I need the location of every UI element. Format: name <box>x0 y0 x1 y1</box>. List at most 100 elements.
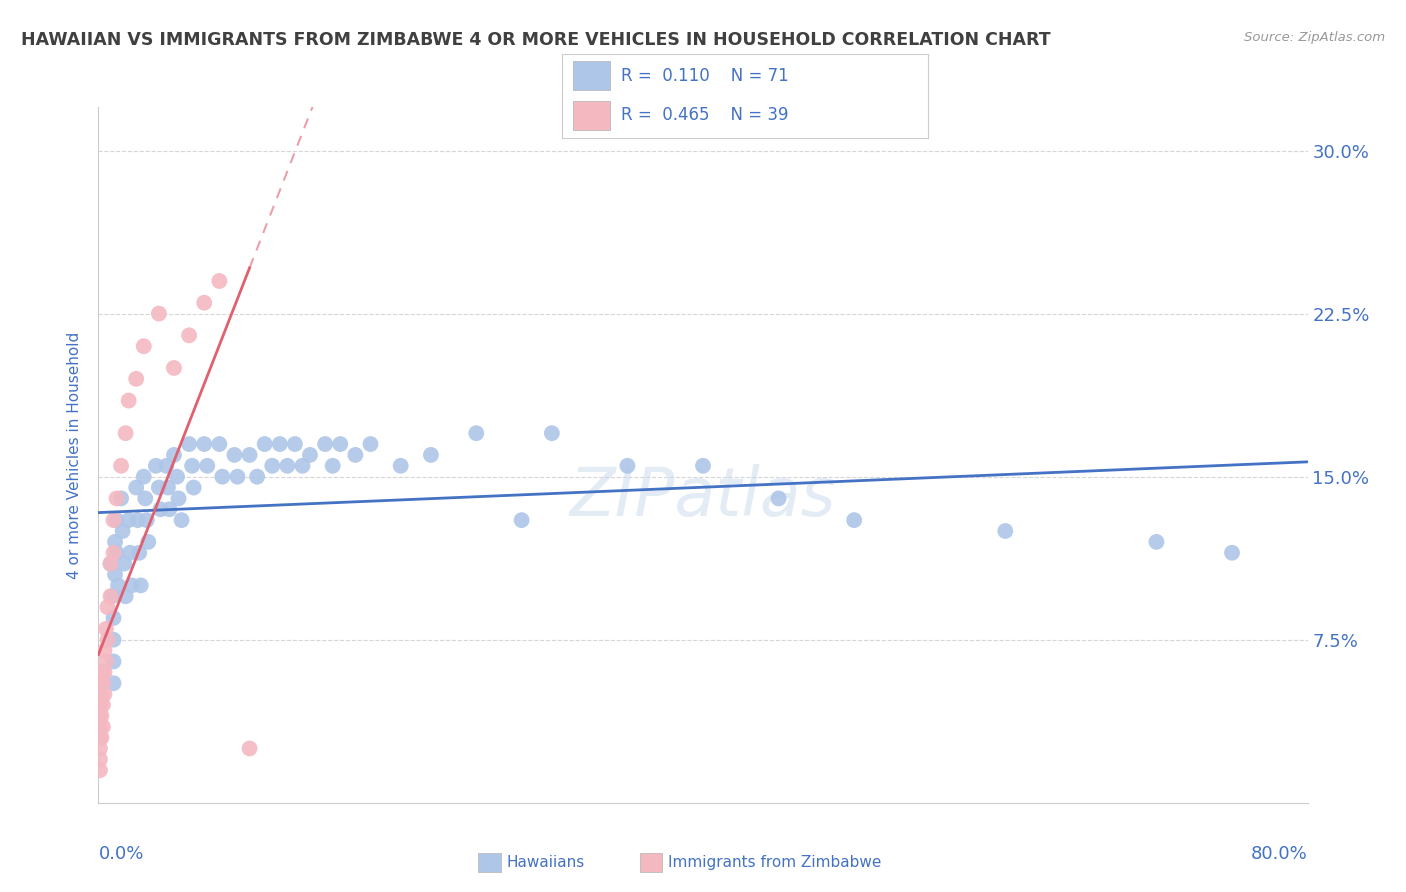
Point <box>93 687 115 701</box>
Point <box>616 458 638 473</box>
Point <box>103 655 125 669</box>
Point <box>125 372 148 386</box>
Point <box>94 622 117 636</box>
Point <box>107 578 129 592</box>
Text: R =  0.465    N = 39: R = 0.465 N = 39 <box>621 106 789 124</box>
Point <box>148 481 170 495</box>
Bar <box>574 101 610 130</box>
Point <box>692 458 714 473</box>
Point <box>91 665 114 680</box>
Point <box>89 720 111 734</box>
Point <box>163 360 186 375</box>
Point <box>89 741 111 756</box>
Point <box>360 437 382 451</box>
Point <box>96 632 118 647</box>
Text: HAWAIIAN VS IMMIGRANTS FROM ZIMBABWE 4 OR MORE VEHICLES IN HOUSEHOLD CORRELATION: HAWAIIAN VS IMMIGRANTS FROM ZIMBABWE 4 O… <box>21 31 1050 49</box>
Point <box>90 676 112 690</box>
Text: ZIPatlas: ZIPatlas <box>569 464 837 530</box>
Point <box>105 491 128 506</box>
Point <box>224 448 246 462</box>
Point <box>112 557 135 571</box>
Point <box>314 437 336 451</box>
Point <box>103 632 125 647</box>
Point <box>91 698 114 712</box>
Point <box>118 513 141 527</box>
Point <box>159 502 181 516</box>
Point <box>322 458 344 473</box>
Point <box>129 578 152 592</box>
Text: Immigrants from Zimbabwe: Immigrants from Zimbabwe <box>668 855 882 870</box>
Text: 0.0%: 0.0% <box>98 845 143 863</box>
Point <box>104 535 127 549</box>
Bar <box>574 62 610 90</box>
Point <box>127 513 149 527</box>
Point <box>125 481 148 495</box>
Point <box>89 708 111 723</box>
Point <box>226 469 249 483</box>
Point <box>100 557 122 571</box>
Point <box>90 731 112 745</box>
Point <box>136 535 159 549</box>
Point <box>163 448 186 462</box>
Point <box>239 448 262 462</box>
Point <box>155 458 177 473</box>
Point <box>118 393 141 408</box>
Point <box>181 458 204 473</box>
Point <box>166 469 188 483</box>
Point <box>103 546 125 560</box>
Point <box>246 469 269 483</box>
Point <box>156 481 179 495</box>
Point <box>101 589 124 603</box>
Point <box>89 752 111 766</box>
Point <box>120 546 142 560</box>
Text: 80.0%: 80.0% <box>1251 845 1308 863</box>
Point <box>208 437 231 451</box>
Point <box>262 458 284 473</box>
Point <box>994 524 1017 538</box>
Point <box>89 763 111 777</box>
Point <box>195 458 218 473</box>
Point <box>276 458 298 473</box>
Point <box>291 458 314 473</box>
Point <box>91 720 114 734</box>
Point <box>1220 546 1243 560</box>
Point <box>94 655 117 669</box>
Point <box>179 328 201 343</box>
Text: R =  0.110    N = 71: R = 0.110 N = 71 <box>621 67 789 85</box>
Point <box>170 513 193 527</box>
Point <box>93 665 115 680</box>
Point <box>193 295 215 310</box>
Point <box>121 578 143 592</box>
Point <box>149 502 172 516</box>
Point <box>110 458 132 473</box>
Point <box>105 513 128 527</box>
Point <box>211 469 233 483</box>
Point <box>89 731 111 745</box>
Point <box>329 437 352 451</box>
Point <box>768 491 790 506</box>
Point <box>844 513 866 527</box>
Point <box>193 437 215 451</box>
Point <box>114 426 136 441</box>
Point <box>103 676 125 690</box>
Point <box>239 741 262 756</box>
Point <box>284 437 307 451</box>
Point <box>132 339 155 353</box>
Point <box>100 589 122 603</box>
Point <box>208 274 231 288</box>
Point <box>134 491 156 506</box>
Point <box>91 676 114 690</box>
Point <box>389 458 412 473</box>
Point <box>253 437 276 451</box>
Point <box>111 524 134 538</box>
Point <box>103 513 125 527</box>
Point <box>465 426 488 441</box>
Point <box>96 600 118 615</box>
Point <box>135 513 157 527</box>
Point <box>510 513 533 527</box>
Point <box>183 481 205 495</box>
Point <box>179 437 201 451</box>
Y-axis label: 4 or more Vehicles in Household: 4 or more Vehicles in Household <box>67 331 83 579</box>
Point <box>299 448 322 462</box>
Point <box>110 491 132 506</box>
